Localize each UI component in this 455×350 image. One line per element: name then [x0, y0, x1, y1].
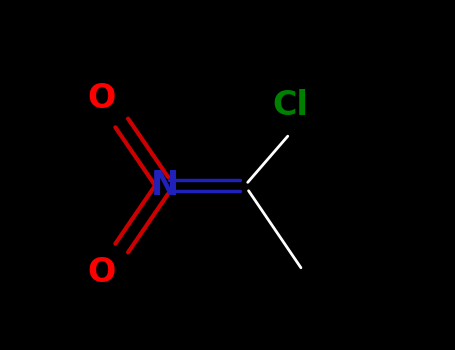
Text: N: N: [151, 169, 178, 202]
Text: Cl: Cl: [273, 89, 308, 121]
Text: O: O: [87, 257, 116, 289]
Text: O: O: [87, 82, 116, 114]
